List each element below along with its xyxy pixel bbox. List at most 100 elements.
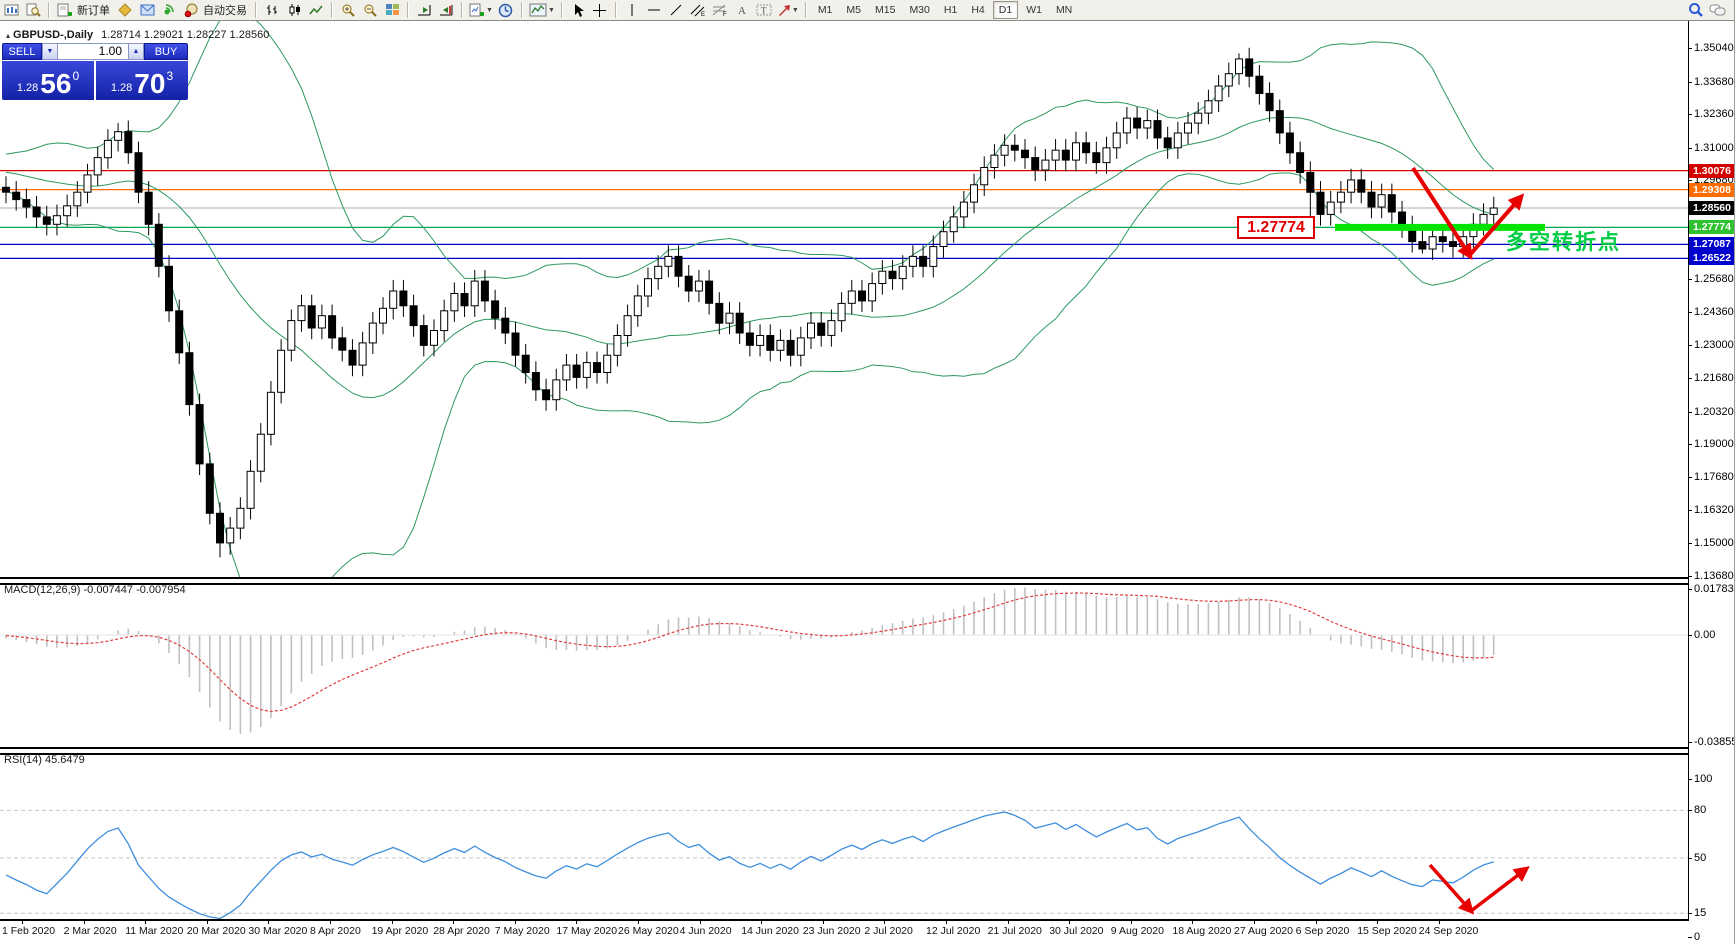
cursor-icon[interactable]	[568, 1, 588, 19]
date-label: 12 Jul 2020	[926, 925, 981, 937]
text-icon[interactable]: A	[732, 1, 752, 19]
toolbar-separator	[804, 2, 807, 18]
date-label: 15 Sep 2020	[1357, 925, 1417, 937]
sell-button[interactable]: SELL	[2, 43, 42, 60]
tile-windows-icon[interactable]	[382, 1, 402, 19]
axis-tick	[1688, 377, 1692, 379]
horizontal-line-icon[interactable]	[644, 1, 664, 19]
candle	[582, 362, 591, 378]
time-axis-border	[0, 919, 1688, 921]
axis-tick	[1688, 476, 1692, 478]
vertical-line-icon[interactable]	[622, 1, 642, 19]
sell-price-pip: 0	[72, 69, 80, 83]
rsi-panel-canvas[interactable]	[0, 752, 1688, 919]
candle	[52, 215, 61, 225]
zoom-out-icon[interactable]	[360, 1, 380, 19]
date-tick	[1069, 921, 1071, 924]
data-window-icon[interactable]	[23, 1, 43, 19]
rsi-tick-15: 15	[1694, 907, 1707, 920]
new-order-icon[interactable]	[55, 1, 75, 19]
candle	[1010, 144, 1019, 151]
timeframe-button-h1[interactable]: H1	[943, 4, 958, 16]
date-label: 11 Mar 2020	[125, 925, 184, 937]
date-tick	[1315, 921, 1317, 924]
price-badge-1.27774: 1.27774	[1689, 220, 1735, 235]
price-tick-1.23000: 1.23000	[1694, 339, 1734, 352]
zoom-in-icon[interactable]	[338, 1, 358, 19]
auto-scroll-icon[interactable]	[414, 1, 434, 19]
timeframe-button-m5[interactable]: M5	[846, 4, 861, 16]
rsi-tick-80: 80	[1694, 804, 1707, 817]
price-chart-canvas[interactable]	[0, 20, 1688, 577]
price-annotation-box[interactable]: 1.27774	[1237, 216, 1315, 239]
profiles-clock-icon[interactable]	[496, 1, 516, 19]
sell-price-display[interactable]: 1.28 56 0	[2, 61, 94, 100]
price-tick-1.20320: 1.20320	[1694, 405, 1734, 418]
candle	[399, 290, 408, 307]
candle-chart-icon[interactable]	[284, 1, 304, 19]
timeframe-button-h4[interactable]: H4	[971, 4, 985, 16]
candle	[1082, 142, 1091, 154]
buy-price-display[interactable]: 1.28 70 3	[96, 61, 188, 100]
candle	[409, 305, 418, 327]
chat-icon[interactable]	[1708, 1, 1728, 19]
timeframe-button-d1[interactable]: D1	[992, 1, 1019, 19]
autotrade-label[interactable]: 自动交易	[203, 5, 247, 17]
candle	[756, 335, 765, 346]
date-label: 21 Jul 2020	[987, 925, 1042, 937]
equidistant-channel-icon[interactable]: E	[688, 1, 708, 19]
symbol-ohlc-values: 1.28714 1.29021 1.28227 1.28560	[101, 29, 270, 41]
dropdown-caret-icon: ▼	[486, 6, 493, 14]
turning-point-annotation[interactable]: 多空转折点	[1506, 231, 1621, 254]
candle	[949, 216, 958, 233]
candle	[1449, 241, 1457, 248]
candle	[1326, 201, 1335, 215]
chart-template-icon[interactable]: ▼	[528, 1, 556, 19]
buy-button[interactable]: BUY	[144, 43, 188, 60]
axis-tick	[1688, 345, 1692, 347]
rsi-value: 45.6479	[44, 754, 85, 766]
timeframe-button-m15[interactable]: M15	[875, 4, 896, 16]
toolbar-separator	[560, 2, 563, 18]
volume-decrease-button[interactable]: ▼	[42, 43, 58, 60]
search-icon[interactable]	[1686, 1, 1706, 19]
date-tick	[946, 921, 947, 924]
panel-separator[interactable]	[0, 577, 1688, 585]
axis-tick	[1688, 575, 1692, 577]
bar-chart-icon[interactable]	[262, 1, 282, 19]
trendline-icon[interactable]	[666, 1, 686, 19]
volume-increase-button[interactable]: ▲	[128, 43, 144, 60]
candle	[165, 265, 173, 312]
charts-window-icon[interactable]	[1, 1, 21, 19]
mail-icon[interactable]	[137, 1, 157, 19]
new-order-label[interactable]: 新订单	[77, 5, 110, 17]
arrows-tool-icon[interactable]: ▼	[776, 1, 800, 19]
autotrade-icon[interactable]	[181, 1, 201, 19]
macd-tick-min: -0.038559	[1694, 736, 1735, 748]
timeframe-button-w1[interactable]: W1	[1026, 4, 1042, 16]
text-label-icon[interactable]: T	[754, 1, 774, 19]
price-tick-1.33680: 1.33680	[1694, 75, 1734, 88]
timeframe-button-mn[interactable]: MN	[1055, 4, 1073, 16]
chart-window[interactable]: ▴ GBPUSD-,Daily 1.28714 1.29021 1.28227 1.…	[0, 20, 1735, 944]
bollinger-middle-band	[5, 117, 1494, 399]
candle	[430, 330, 438, 346]
panel-separator[interactable]	[0, 747, 1688, 755]
candle	[990, 154, 999, 168]
macd-panel-canvas[interactable]	[0, 582, 1688, 747]
timeframe-button-m30[interactable]: M30	[909, 4, 930, 16]
candle	[745, 332, 754, 346]
new-chart-icon[interactable]: ▼	[468, 1, 494, 19]
line-chart-icon[interactable]	[306, 1, 326, 19]
timeframe-button-m1[interactable]: M1	[817, 4, 833, 16]
axis-tick	[1688, 114, 1692, 116]
volume-input[interactable]: 1.00	[58, 43, 128, 60]
chart-shift-icon[interactable]	[436, 1, 456, 19]
candle	[1418, 241, 1427, 250]
fibonacci-icon[interactable]: F	[710, 1, 730, 19]
candle	[368, 322, 377, 344]
date-label: 30 Jul 2020	[1049, 925, 1104, 937]
history-center-icon[interactable]	[115, 1, 135, 19]
crosshair-icon[interactable]	[590, 1, 610, 19]
signal-icon[interactable]	[159, 1, 179, 19]
